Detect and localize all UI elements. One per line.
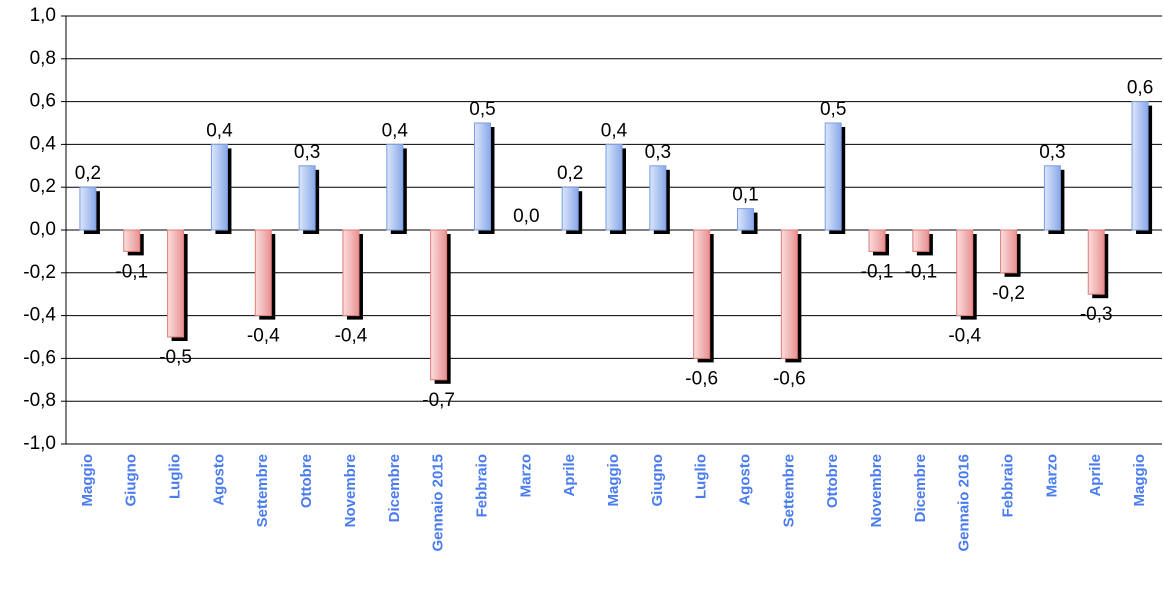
value-label: 0,0: [513, 206, 539, 227]
y-tick-label: -0,2: [23, 262, 56, 283]
x-tick-label: Aprile: [561, 454, 578, 497]
y-tick-label: 0,6: [30, 91, 56, 112]
y-tick-label: -0,6: [23, 347, 56, 368]
x-tick-label: Luglio: [167, 454, 184, 499]
value-label: 0,2: [557, 163, 583, 184]
bar: [912, 229, 930, 252]
x-tick-label: Marzo: [1043, 454, 1060, 497]
value-label: 0,4: [382, 120, 409, 141]
value-label: -0,4: [948, 326, 981, 347]
x-tick-label: Ottobre: [298, 454, 315, 508]
x-tick-label: Febbraio: [473, 454, 490, 517]
y-tick-label: -1,0: [23, 433, 56, 454]
value-label: -0,6: [685, 368, 718, 389]
value-label: 0,5: [820, 99, 846, 120]
bar: [123, 229, 141, 252]
bar: [430, 229, 448, 381]
value-label: -0,3: [1080, 304, 1113, 325]
y-tick-label: -0,8: [23, 390, 56, 411]
x-tick-label: Gennaio 2016: [956, 454, 973, 552]
x-tick-label: Maggio: [79, 454, 96, 507]
x-tick-label: Marzo: [517, 454, 534, 497]
value-label: -0,1: [905, 261, 938, 282]
bar: [956, 229, 974, 317]
value-label: -0,5: [159, 347, 192, 368]
x-tick-label: Gennaio 2015: [430, 454, 447, 552]
value-label: 0,2: [75, 163, 101, 184]
value-label: 0,3: [294, 142, 320, 163]
x-tick-label: Maggio: [605, 454, 622, 507]
value-label: -0,4: [335, 326, 368, 347]
value-label: 0,4: [206, 120, 233, 141]
bar: [210, 143, 228, 231]
bar: [473, 122, 491, 231]
bar: [693, 229, 711, 359]
value-label: -0,2: [992, 283, 1025, 304]
y-tick-label: 0,4: [30, 133, 57, 154]
bar: [561, 186, 579, 231]
value-label: -0,1: [115, 261, 148, 282]
bar: [737, 208, 755, 231]
x-tick-label: Giugno: [123, 454, 140, 507]
value-label: 0,5: [469, 99, 495, 120]
x-tick-label: Luglio: [693, 454, 710, 499]
value-label: -0,1: [861, 261, 894, 282]
x-tick-label: Settembre: [254, 454, 271, 527]
x-tick-label: Giugno: [649, 454, 666, 507]
bar: [1000, 229, 1018, 274]
value-label: 0,1: [732, 185, 758, 206]
bar: [605, 143, 623, 231]
bar: [1087, 229, 1105, 295]
y-tick-label: 1,0: [30, 5, 56, 26]
x-tick-label: Aprile: [1087, 454, 1104, 497]
x-tick-label: Novembre: [868, 454, 885, 527]
value-label: -0,6: [773, 368, 806, 389]
value-label: -0,7: [422, 390, 455, 411]
y-tick-label: 0,0: [30, 219, 56, 240]
x-tick-label: Agosto: [736, 454, 753, 506]
x-tick-label: Novembre: [342, 454, 359, 527]
y-tick-label: -0,4: [23, 305, 56, 326]
x-tick-label: Dicembre: [912, 454, 929, 522]
bar: [780, 229, 798, 359]
bar: [167, 229, 185, 338]
value-label: 0,3: [1039, 142, 1065, 163]
x-tick-label: Agosto: [210, 454, 227, 506]
bar: [342, 229, 360, 317]
x-tick-label: Dicembre: [386, 454, 403, 522]
x-tick-label: Maggio: [1131, 454, 1148, 507]
y-tick-label: 0,8: [30, 48, 56, 69]
bar: [649, 165, 667, 231]
bar: [1043, 165, 1061, 231]
x-tick-label: Ottobre: [824, 454, 841, 508]
bar: [868, 229, 886, 252]
bar: [298, 165, 316, 231]
y-tick-label: 0,2: [30, 176, 56, 197]
bar: [254, 229, 272, 317]
x-tick-label: Settembre: [780, 454, 797, 527]
value-label: -0,4: [247, 326, 280, 347]
bar: [824, 122, 842, 231]
bar: [1131, 101, 1149, 231]
x-tick-label: Febbraio: [1000, 454, 1017, 517]
value-label: 0,3: [645, 142, 671, 163]
bar: [386, 143, 404, 231]
value-label: 0,4: [601, 120, 628, 141]
bar: [79, 186, 97, 231]
value-label: 0,6: [1127, 78, 1153, 99]
